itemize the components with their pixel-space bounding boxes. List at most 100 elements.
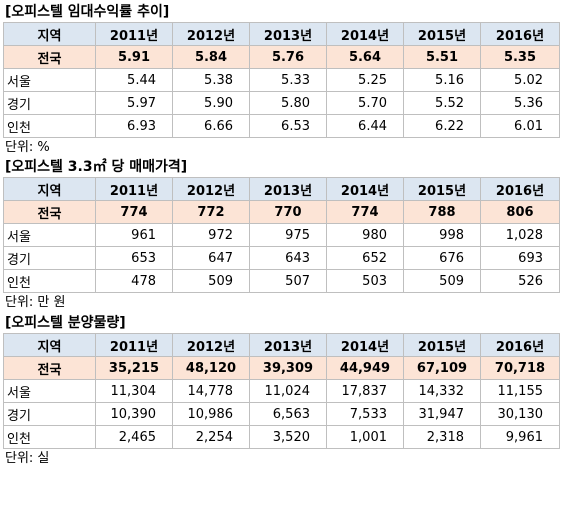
value-cell: 5.76	[249, 45, 327, 69]
region-cell: 경기	[3, 402, 96, 426]
value-cell: 998	[403, 223, 481, 247]
value-cell: 526	[480, 269, 560, 293]
data-row: 경기 5.97 5.90 5.80 5.70 5.52 5.36	[3, 91, 560, 115]
value-cell: 770	[249, 200, 327, 224]
value-cell: 9,961	[480, 425, 560, 449]
value-cell: 788	[403, 200, 481, 224]
value-cell: 2,318	[403, 425, 481, 449]
value-cell: 774	[326, 200, 404, 224]
value-cell: 10,390	[95, 402, 173, 426]
value-cell: 5.91	[95, 45, 173, 69]
value-cell: 44,949	[326, 356, 404, 380]
value-cell: 6,563	[249, 402, 327, 426]
value-cell: 5.90	[172, 91, 250, 115]
header-cell: 2013년	[249, 22, 327, 46]
value-cell: 39,309	[249, 356, 327, 380]
data-row: 인천 2,465 2,254 3,520 1,001 2,318 9,961	[3, 425, 560, 449]
region-cell: 서울	[3, 68, 96, 92]
header-cell: 2013년	[249, 333, 327, 357]
value-cell: 6.53	[249, 114, 327, 138]
header-cell: 2015년	[403, 22, 481, 46]
value-cell: 10,986	[172, 402, 250, 426]
value-cell: 31,947	[403, 402, 481, 426]
table-block: [오피스텔 분양물량] 지역 2011년 2012년 2013년 2014년 2015년 20…	[3, 313, 560, 469]
header-cell: 2014년	[326, 333, 404, 357]
region-cell: 인천	[3, 425, 96, 449]
value-cell: 693	[480, 246, 560, 270]
data-table: 지역 2011년 2012년 2013년 2014년 2015년 2016년 전국 774 772…	[3, 177, 560, 293]
value-cell: 6.66	[172, 114, 250, 138]
value-cell: 509	[172, 269, 250, 293]
value-cell: 774	[95, 200, 173, 224]
data-row: 서울 11,304 14,778 11,024 17,837 14,332 11,155	[3, 379, 560, 403]
value-cell: 5.02	[480, 68, 560, 92]
value-cell: 647	[172, 246, 250, 270]
header-cell: 지역	[3, 177, 96, 201]
region-cell: 서울	[3, 223, 96, 247]
value-cell: 6.44	[326, 114, 404, 138]
header-cell: 2011년	[95, 333, 173, 357]
value-cell: 2,254	[172, 425, 250, 449]
header-cell: 2015년	[403, 333, 481, 357]
region-cell: 전국	[3, 200, 96, 224]
value-cell: 5.70	[326, 91, 404, 115]
table-title: [오피스텔 분양물량]	[5, 315, 126, 331]
value-cell: 5.35	[480, 45, 560, 69]
table-block: [오피스텔 3.3㎡ 당 매매가격] 지역 2011년 2012년 2013년 2014년…	[3, 157, 560, 313]
value-cell: 5.38	[172, 68, 250, 92]
value-cell: 1,028	[480, 223, 560, 247]
value-cell: 5.52	[403, 91, 481, 115]
value-cell: 509	[403, 269, 481, 293]
header-cell: 지역	[3, 22, 96, 46]
total-row: 전국 5.91 5.84 5.76 5.64 5.51 5.35	[3, 45, 560, 69]
value-cell: 772	[172, 200, 250, 224]
header-cell: 2016년	[480, 22, 560, 46]
value-cell: 2,465	[95, 425, 173, 449]
value-cell: 980	[326, 223, 404, 247]
header-cell: 2014년	[326, 177, 404, 201]
value-cell: 3,520	[249, 425, 327, 449]
value-cell: 6.93	[95, 114, 173, 138]
data-row: 인천 6.93 6.66 6.53 6.44 6.22 6.01	[3, 114, 560, 138]
value-cell: 961	[95, 223, 173, 247]
value-cell: 5.44	[95, 68, 173, 92]
value-cell: 7,533	[326, 402, 404, 426]
value-cell: 14,332	[403, 379, 481, 403]
data-row: 경기 10,390 10,986 6,563 7,533 31,947 30,130	[3, 402, 560, 426]
table-block: [오피스텔 임대수익률 추이] 지역 2011년 2012년 2013년 2014년 201…	[3, 2, 560, 158]
value-cell: 5.16	[403, 68, 481, 92]
header-cell: 2015년	[403, 177, 481, 201]
region-cell: 경기	[3, 91, 96, 115]
value-cell: 70,718	[480, 356, 560, 380]
header-cell: 2011년	[95, 22, 173, 46]
value-cell: 5.33	[249, 68, 327, 92]
region-cell: 인천	[3, 269, 96, 293]
data-table: 지역 2011년 2012년 2013년 2014년 2015년 2016년 전국 35,215…	[3, 333, 560, 449]
table-title: [오피스텔 임대수익률 추이]	[5, 4, 170, 20]
data-row: 서울 961 972 975 980 998 1,028	[3, 223, 560, 247]
header-cell: 2012년	[172, 333, 250, 357]
data-row: 서울 5.44 5.38 5.33 5.25 5.16 5.02	[3, 68, 560, 92]
value-cell: 676	[403, 246, 481, 270]
value-cell: 1,001	[326, 425, 404, 449]
value-cell: 806	[480, 200, 560, 224]
value-cell: 11,304	[95, 379, 173, 403]
table-title: [오피스텔 3.3㎡ 당 매매가격]	[5, 159, 188, 175]
data-row: 경기 653 647 643 652 676 693	[3, 246, 560, 270]
region-cell: 전국	[3, 356, 96, 380]
value-cell: 5.36	[480, 91, 560, 115]
unit-note: 단위: %	[5, 140, 50, 155]
value-cell: 5.97	[95, 91, 173, 115]
data-table: 지역 2011년 2012년 2013년 2014년 2015년 2016년 전국 5.91 5.…	[3, 22, 560, 138]
region-cell: 서울	[3, 379, 96, 403]
region-cell: 인천	[3, 114, 96, 138]
value-cell: 503	[326, 269, 404, 293]
total-row: 전국 774 772 770 774 788 806	[3, 200, 560, 224]
value-cell: 5.80	[249, 91, 327, 115]
value-cell: 5.64	[326, 45, 404, 69]
header-cell: 2016년	[480, 177, 560, 201]
header-cell: 2013년	[249, 177, 327, 201]
header-row: 지역 2011년 2012년 2013년 2014년 2015년 2016년	[3, 177, 560, 201]
header-cell: 2011년	[95, 177, 173, 201]
